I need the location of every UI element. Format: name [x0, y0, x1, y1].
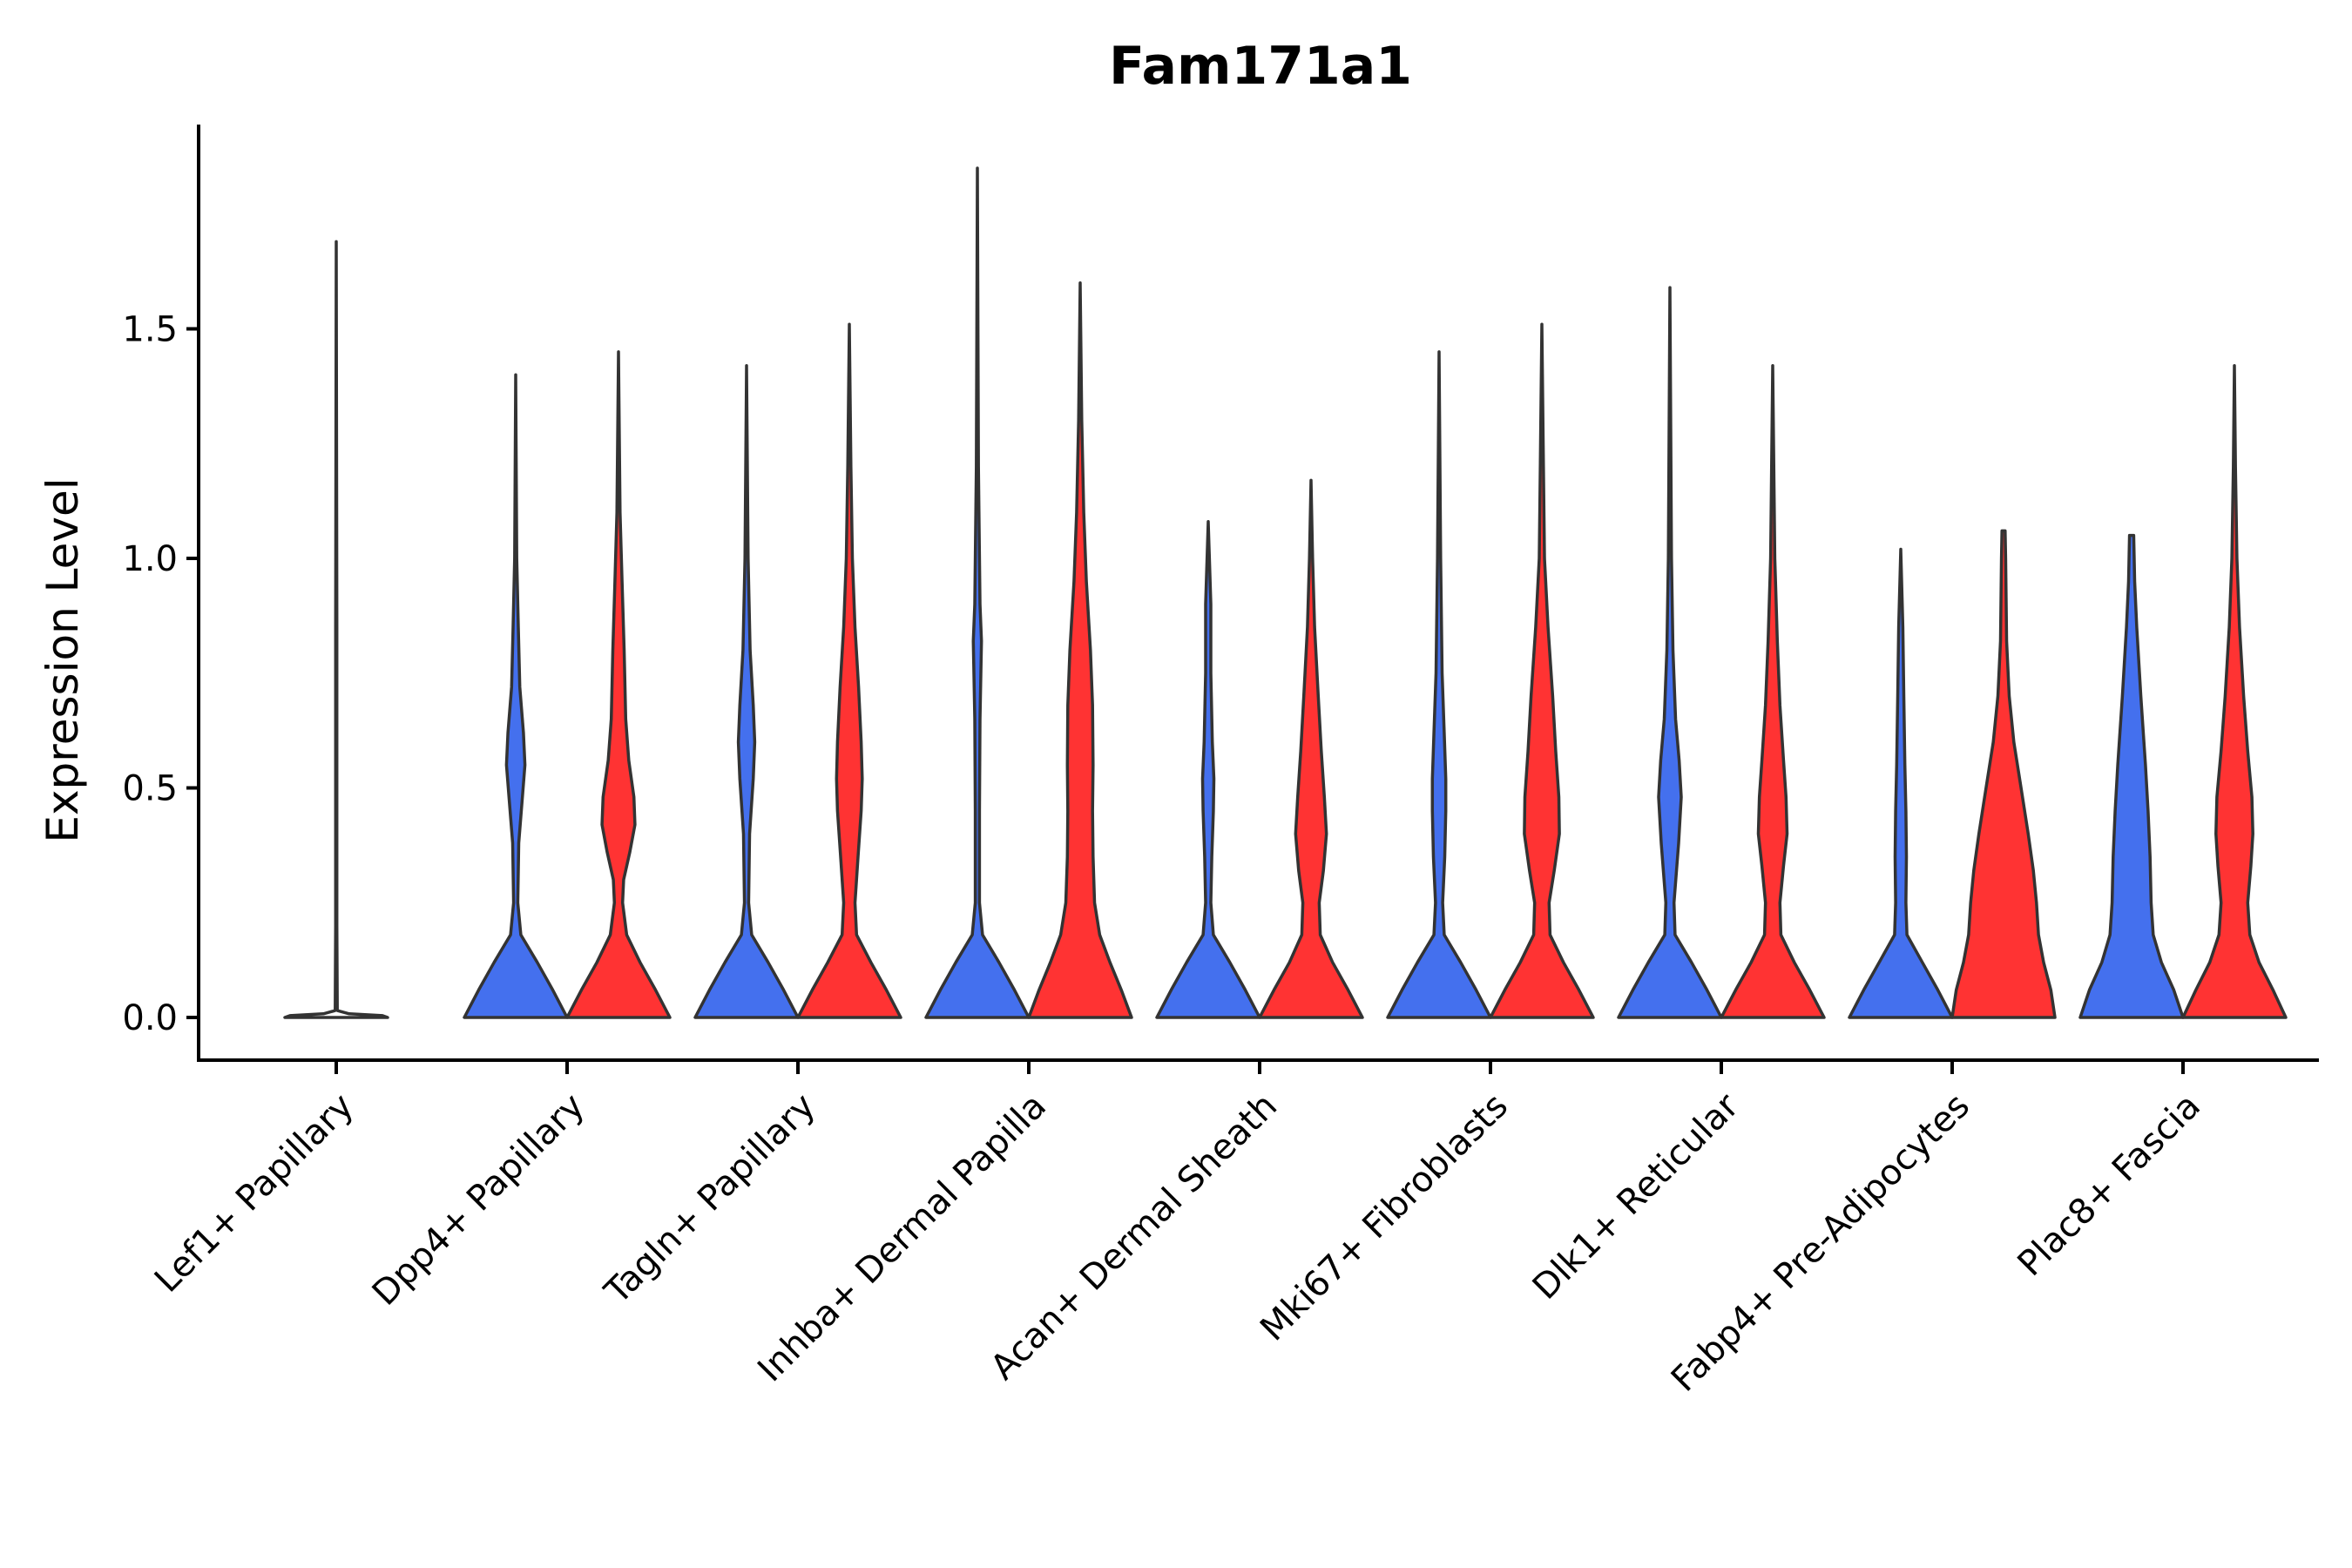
- violin-group2: [2181, 363, 2288, 1019]
- violin-group1: [1386, 350, 1492, 1019]
- x-tick-label: Lef1+ Papillary: [147, 1086, 362, 1301]
- violin-group1: [1848, 547, 1954, 1019]
- y-axis-ticks: 0.0 0.5 1.0 1.5: [122, 310, 199, 1038]
- y-tick-label: 1.5: [122, 310, 178, 350]
- violin-group2: [565, 350, 672, 1019]
- violin-group2: [1950, 529, 2057, 1019]
- x-axis-ticks: Lef1+ Papillary Dpp4+ Papillary Tagln+ Pap…: [147, 1060, 2208, 1400]
- x-tick-label: Tagln+ Papillary: [597, 1086, 823, 1313]
- violins-layer: [283, 166, 2288, 1019]
- violin-group2: [796, 322, 902, 1019]
- x-tick-label: Dpp4+ Papillary: [365, 1086, 592, 1314]
- violin-group1: [1155, 520, 1261, 1019]
- x-tick-label: Dlk1+ Reticular: [1525, 1085, 1747, 1308]
- y-tick-label: 0.5: [122, 769, 178, 809]
- violin-group1: [1617, 286, 1723, 1019]
- violin-group2: [1258, 478, 1364, 1019]
- violin-group1: [693, 363, 800, 1019]
- y-axis-title: Expression Level: [37, 477, 88, 842]
- violin-group1: [924, 166, 1031, 1019]
- violin-group1: [2078, 533, 2185, 1019]
- x-tick-label: Plac8+ Fascia: [2011, 1086, 2209, 1285]
- violin-group1: [463, 373, 569, 1019]
- chart-title: Fam171a1: [1109, 36, 1412, 97]
- x-tick-label: Mki67+ Fibroblasts: [1253, 1086, 1516, 1349]
- y-tick-label: 0.0: [122, 998, 178, 1038]
- violin-group2: [1720, 363, 1826, 1019]
- violin-single: [283, 240, 389, 1019]
- violin-group2: [1027, 281, 1133, 1019]
- violin-group2: [1489, 322, 1595, 1019]
- y-tick-label: 1.0: [122, 539, 178, 579]
